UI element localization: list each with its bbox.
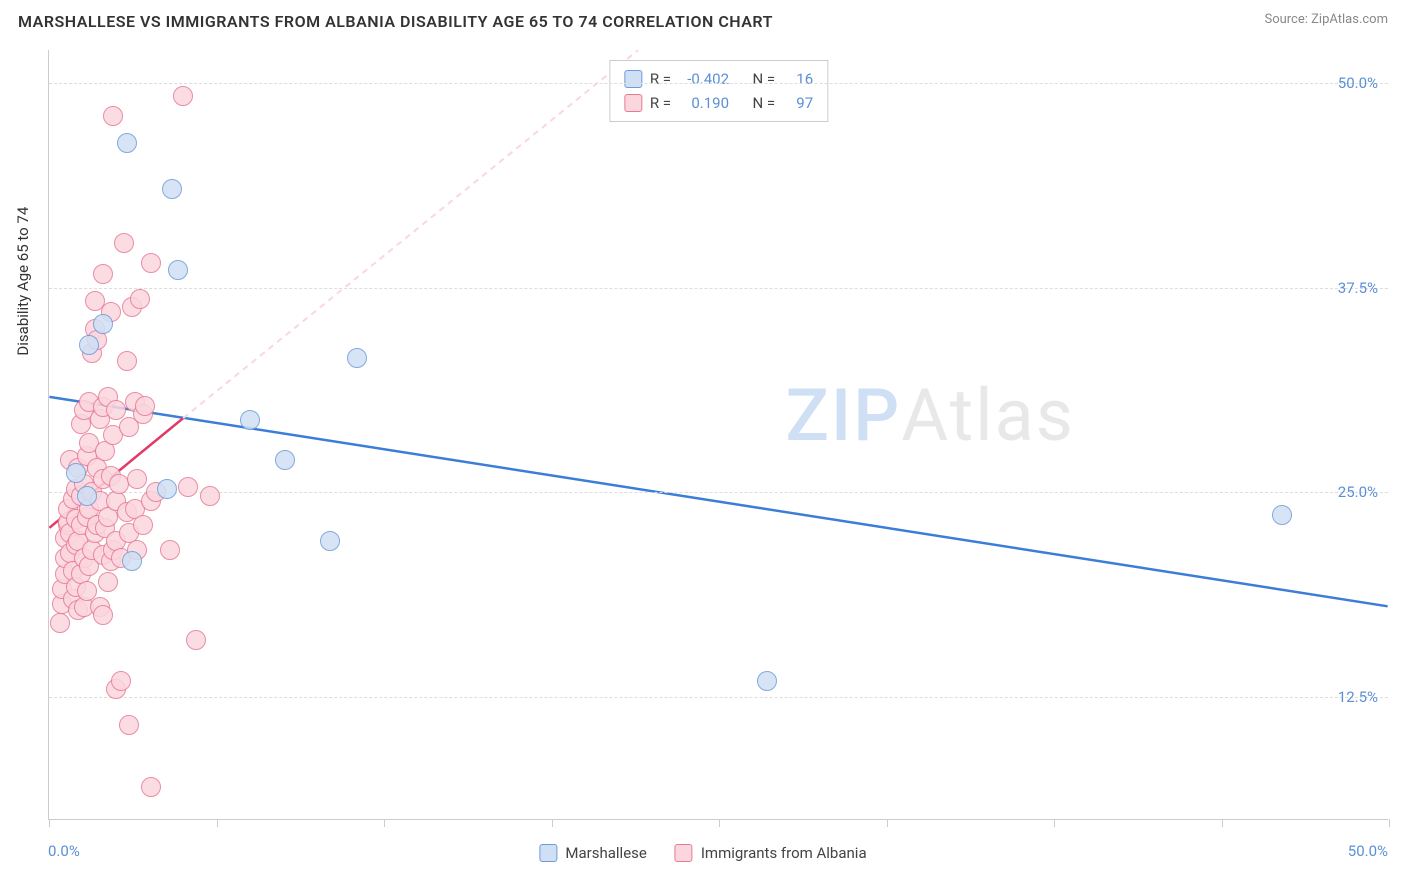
scatter-point-marshallese <box>757 671 777 691</box>
stats-row-marshallese: R = -0.402 N = 16 <box>624 67 813 91</box>
scatter-point-marshallese <box>117 133 137 153</box>
x-tick <box>1389 819 1390 827</box>
chart-plot-area: ZIPAtlas R = -0.402 N = 16 R = 0.190 N = 97 1… <box>48 50 1388 820</box>
x-tick <box>552 819 553 827</box>
scatter-point-marshallese <box>157 479 177 499</box>
scatter-point-marshallese <box>66 463 86 483</box>
stats-r-label: R = <box>650 67 671 91</box>
gridline-h <box>49 697 1388 698</box>
stats-n-label: N = <box>753 67 776 91</box>
trend-line-ext-albania <box>183 50 638 418</box>
x-axis-min-label: 0.0% <box>48 842 80 860</box>
chart-title: MARSHALLESE VS IMMIGRANTS FROM ALBANIA D… <box>18 12 773 31</box>
x-tick <box>1222 819 1223 827</box>
x-tick <box>1054 819 1055 827</box>
scatter-point-albania <box>200 486 220 506</box>
y-tick-label: 50.0% <box>1338 74 1378 92</box>
stats-n-value: 16 <box>783 67 813 91</box>
scatter-point-marshallese <box>168 260 188 280</box>
scatter-point-albania <box>119 715 139 735</box>
scatter-point-marshallese <box>1272 505 1292 525</box>
scatter-point-albania <box>135 396 155 416</box>
scatter-point-albania <box>98 572 118 592</box>
scatter-point-albania <box>111 671 131 691</box>
stats-n-value: 97 <box>783 91 813 115</box>
scatter-point-albania <box>127 469 147 489</box>
stats-row-albania: R = 0.190 N = 97 <box>624 91 813 115</box>
scatter-point-albania <box>93 605 113 625</box>
bottom-legend: Marshallese Immigrants from Albania <box>539 844 866 862</box>
source-label: Source: ZipAtlas.com <box>1264 12 1388 27</box>
legend-label: Immigrants from Albania <box>701 844 867 862</box>
scatter-point-marshallese <box>77 486 97 506</box>
legend-item: Marshallese <box>539 844 646 862</box>
scatter-point-albania <box>141 777 161 797</box>
x-tick <box>887 819 888 827</box>
trend-lines-svg <box>49 50 1388 819</box>
scatter-point-albania <box>186 630 206 650</box>
legend-item: Immigrants from Albania <box>675 844 867 862</box>
y-axis-title: Disability Age 65 to 74 <box>14 207 32 356</box>
scatter-point-marshallese <box>347 348 367 368</box>
scatter-point-albania <box>173 86 193 106</box>
stats-r-label: R = <box>650 91 671 115</box>
scatter-point-marshallese <box>79 335 99 355</box>
scatter-point-albania <box>160 540 180 560</box>
scatter-point-marshallese <box>162 179 182 199</box>
stats-r-value: 0.190 <box>679 91 729 115</box>
scatter-point-albania <box>133 515 153 535</box>
x-tick <box>217 819 218 827</box>
scatter-point-albania <box>93 264 113 284</box>
y-tick-label: 25.0% <box>1338 483 1378 501</box>
gridline-h <box>49 83 1388 84</box>
stats-box: R = -0.402 N = 16 R = 0.190 N = 97 <box>609 60 828 122</box>
legend-label: Marshallese <box>565 844 646 862</box>
scatter-point-marshallese <box>275 450 295 470</box>
scatter-point-marshallese <box>122 551 142 571</box>
stats-swatch <box>624 70 642 88</box>
x-tick <box>719 819 720 827</box>
watermark-atlas: Atlas <box>901 373 1075 458</box>
y-tick-label: 12.5% <box>1338 688 1378 706</box>
scatter-point-marshallese <box>320 531 340 551</box>
x-tick <box>384 819 385 827</box>
gridline-h <box>49 492 1388 493</box>
scatter-point-albania <box>178 477 198 497</box>
watermark: ZIPAtlas <box>785 373 1075 458</box>
x-axis-max-label: 50.0% <box>1348 842 1388 860</box>
scatter-point-albania <box>117 351 137 371</box>
stats-n-label: N = <box>753 91 776 115</box>
watermark-zip: ZIP <box>785 373 901 458</box>
stats-swatch <box>624 94 642 112</box>
scatter-point-albania <box>50 613 70 633</box>
scatter-point-albania <box>103 106 123 126</box>
scatter-point-albania <box>114 233 134 253</box>
legend-swatch <box>675 844 693 862</box>
scatter-point-albania <box>130 289 150 309</box>
scatter-point-albania <box>141 253 161 273</box>
scatter-point-marshallese <box>93 314 113 334</box>
x-tick <box>49 819 50 827</box>
y-tick-label: 37.5% <box>1338 279 1378 297</box>
legend-swatch <box>539 844 557 862</box>
gridline-h <box>49 288 1388 289</box>
scatter-point-marshallese <box>240 410 260 430</box>
scatter-point-albania <box>109 474 129 494</box>
stats-r-value: -0.402 <box>679 67 729 91</box>
